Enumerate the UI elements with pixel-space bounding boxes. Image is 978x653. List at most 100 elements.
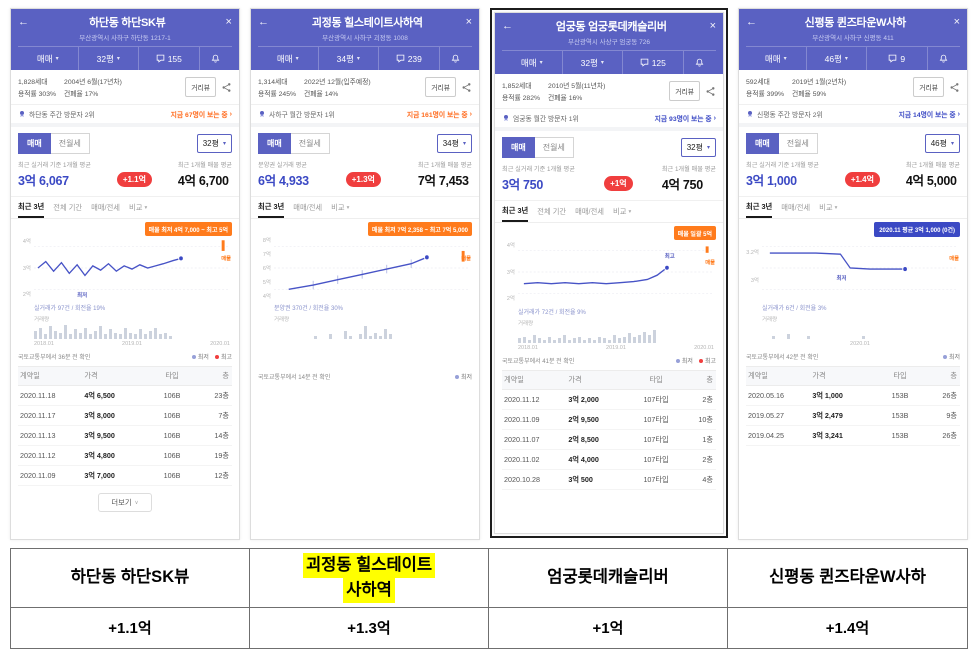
alert-button[interactable] <box>684 51 716 74</box>
y-axis-label: 4억 <box>22 239 31 246</box>
alert-button[interactable] <box>440 47 472 70</box>
chart-annotation: 최고 <box>664 253 675 260</box>
tab-compare[interactable]: 비교 ▾ <box>613 207 632 216</box>
share-icon[interactable] <box>949 82 960 93</box>
listing-avg-label: 최근 1개월 매물 평균 <box>661 166 716 173</box>
building-coverage: 건폐율 16% <box>548 95 583 102</box>
back-icon[interactable]: ← <box>502 19 513 32</box>
tab-sale[interactable]: 매매 <box>502 137 535 158</box>
tab-all-period[interactable]: 전체 기간 <box>537 207 567 216</box>
close-icon[interactable]: × <box>709 19 716 32</box>
trade-type-dropdown[interactable]: 매매 ▾ <box>18 47 79 70</box>
price-chart: 매물 최저 7억 2,358 ~ 최고 7억 5,000 8억 7억 6억 5억… <box>251 219 479 341</box>
recent-trade-price: 6억 4,933 <box>258 174 309 188</box>
building-coverage: 건폐율 14% <box>304 91 339 98</box>
comments-button[interactable]: 155 <box>139 47 200 70</box>
gain-badge: +1.3억 <box>345 172 381 187</box>
tab-rent[interactable]: 전월세 <box>50 133 90 154</box>
streetview-button[interactable]: 거리뷰 <box>425 77 456 97</box>
tab-sale[interactable]: 매매 <box>18 133 51 154</box>
chevron-down-icon: ▾ <box>144 205 148 211</box>
tab-rent[interactable]: 전월세 <box>534 137 574 158</box>
tab-compare[interactable]: 비교 ▾ <box>129 203 148 212</box>
close-icon[interactable]: × <box>953 15 960 28</box>
chat-icon <box>889 54 897 63</box>
tab-sale-jeonse[interactable]: 매매/전세 <box>91 203 121 212</box>
tab-all-period[interactable]: 전체 기간 <box>53 203 83 212</box>
bell-icon <box>211 54 220 63</box>
complex-title: 엄궁동 엄궁롯데캐슬리버 <box>555 21 667 33</box>
back-icon[interactable]: ← <box>18 15 29 28</box>
tab-compare[interactable]: 비교 ▾ <box>331 203 350 212</box>
share-icon[interactable] <box>221 82 232 93</box>
visitor-rank: 엄궁동 월간 방문자 1위 <box>513 116 579 123</box>
trade-type-dropdown[interactable]: 매매 ▾ <box>502 51 563 74</box>
data-source-row: 국토교통부에서 42분 전 확인 최저 <box>739 347 967 366</box>
building-coverage: 건폐율 17% <box>64 91 99 98</box>
viewing-now-link[interactable]: 지금 161명이 보는 중 › <box>406 110 472 120</box>
tab-sale[interactable]: 매매 <box>746 133 779 154</box>
chat-icon <box>640 58 648 67</box>
chevron-right-icon: › <box>469 110 472 118</box>
tab-sale-jeonse[interactable]: 매매/전세 <box>293 203 323 212</box>
chart-range-tabs: 최근 3년 매매/전세 비교 ▾ <box>739 197 967 219</box>
bell-icon <box>939 54 948 63</box>
header-controls: 매매 ▾ 34평 ▾ 239 <box>258 46 472 70</box>
chevron-down-icon: ▾ <box>600 60 604 66</box>
size-select[interactable]: 32평 ▾ <box>196 134 232 153</box>
tab-recent-3y[interactable]: 최근 3년 <box>258 202 285 218</box>
apartment-panel-lottecastle-river: ← 엄궁동 엄궁롯데캐슬리버 × 부산광역시 사상구 엄궁동 726 매매 ▾ 3… <box>494 12 724 534</box>
tab-recent-3y[interactable]: 최근 3년 <box>18 202 45 218</box>
trade-type-dropdown[interactable]: 매매 ▾ <box>746 47 807 70</box>
tab-sale[interactable]: 매매 <box>258 133 291 154</box>
trade-tab-row: 매매 전월세 46평 ▾ <box>739 127 967 157</box>
screenshot-grid: ← 하단동 하단SK뷰 × 부산광역시 사하구 하단동 1217-1 매매 ▾ 3… <box>10 8 968 540</box>
legend-low: 최저 <box>942 352 960 361</box>
comments-button[interactable]: 239 <box>379 47 440 70</box>
chevron-down-icon: ▾ <box>950 141 954 147</box>
viewing-now-link[interactable]: 지금 14명이 보는 중 › <box>898 110 960 120</box>
size-dropdown[interactable]: 34평 ▾ <box>319 47 380 70</box>
viewing-now-link[interactable]: 지금 67명이 보는 중 › <box>170 110 232 120</box>
floor-area-ratio: 용적률 282% <box>502 95 541 102</box>
bell-icon <box>695 58 704 67</box>
tab-sale-jeonse[interactable]: 매매/전세 <box>575 207 605 216</box>
tab-compare[interactable]: 비교 ▾ <box>819 203 838 212</box>
listing-avg-price: 7억 7,453 <box>417 174 469 188</box>
trade-count-note: 실거래가 6건 / 회전율 3% <box>762 306 827 312</box>
viewing-now-link[interactable]: 지금 93명이 보는 중 › <box>654 114 716 124</box>
size-dropdown[interactable]: 32평 ▾ <box>563 51 624 74</box>
close-icon[interactable]: × <box>225 15 232 28</box>
streetview-button[interactable]: 거리뷰 <box>185 77 216 97</box>
alert-button[interactable] <box>200 47 232 70</box>
trophy-icon <box>260 111 264 117</box>
more-button[interactable]: 더보기 ∨ <box>98 493 152 512</box>
size-select[interactable]: 32평 ▾ <box>680 138 716 157</box>
back-icon[interactable]: ← <box>746 15 757 28</box>
tab-rent[interactable]: 전월세 <box>290 133 330 154</box>
tab-recent-3y[interactable]: 최근 3년 <box>502 206 529 222</box>
size-select[interactable]: 46평 ▾ <box>924 134 960 153</box>
alert-button[interactable] <box>928 47 960 70</box>
size-dropdown[interactable]: 32평 ▾ <box>79 47 140 70</box>
close-icon[interactable]: × <box>465 15 472 28</box>
trophy-icon <box>504 115 508 121</box>
size-dropdown[interactable]: 46평 ▾ <box>807 47 868 70</box>
trade-tab-row: 매매 전월세 34평 ▾ <box>251 127 479 157</box>
size-select[interactable]: 34평 ▾ <box>436 134 472 153</box>
streetview-button[interactable]: 거리뷰 <box>669 81 700 101</box>
back-icon[interactable]: ← <box>258 15 269 28</box>
share-icon[interactable] <box>461 82 472 93</box>
tab-recent-3y[interactable]: 최근 3년 <box>746 202 773 218</box>
chart-range-tabs: 최근 3년 매매/전세 비교 ▾ <box>251 197 479 219</box>
listing-avg-label: 최근 1개월 매물 평균 <box>177 162 232 169</box>
comments-button[interactable]: 9 <box>867 47 928 70</box>
apartment-panel-hillstate-sahayeok: ← 괴정동 힐스테이트사하역 × 부산광역시 사하구 괴정동 1008 매매 ▾ … <box>250 8 480 540</box>
comments-button[interactable]: 125 <box>623 51 684 74</box>
tab-rent[interactable]: 전월세 <box>778 133 818 154</box>
share-icon[interactable] <box>705 86 716 97</box>
trade-type-dropdown[interactable]: 매매 ▾ <box>258 47 319 70</box>
tab-sale-jeonse[interactable]: 매매/전세 <box>781 203 811 212</box>
streetview-button[interactable]: 거리뷰 <box>913 77 944 97</box>
listing-tag: 매물 <box>461 255 471 262</box>
